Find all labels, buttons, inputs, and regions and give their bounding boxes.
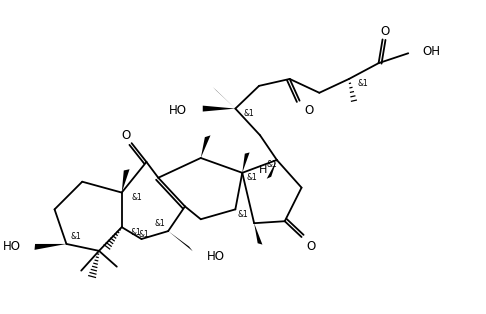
Text: &1: &1	[131, 193, 142, 202]
Text: &1: &1	[130, 228, 141, 236]
Polygon shape	[242, 153, 250, 173]
Text: &1: &1	[247, 173, 258, 182]
Text: &1: &1	[266, 160, 278, 170]
Polygon shape	[35, 244, 67, 250]
Text: HO: HO	[169, 104, 187, 117]
Text: &1: &1	[155, 219, 166, 228]
Text: O: O	[305, 104, 314, 117]
Text: O: O	[380, 25, 389, 38]
Text: OH: OH	[422, 45, 440, 58]
Polygon shape	[254, 223, 262, 245]
Text: O: O	[307, 241, 316, 253]
Text: H: H	[259, 165, 267, 175]
Polygon shape	[122, 169, 130, 192]
Text: &1: &1	[138, 230, 149, 239]
Text: HO: HO	[3, 241, 21, 253]
Text: &1: &1	[357, 79, 368, 89]
Text: &1: &1	[244, 109, 255, 118]
Text: O: O	[121, 129, 130, 142]
Polygon shape	[267, 160, 277, 179]
Polygon shape	[168, 231, 193, 251]
Text: HO: HO	[207, 250, 225, 263]
Text: &1: &1	[71, 231, 82, 241]
Polygon shape	[203, 106, 235, 111]
Polygon shape	[213, 87, 235, 109]
Text: &1: &1	[238, 210, 249, 219]
Polygon shape	[201, 135, 210, 158]
